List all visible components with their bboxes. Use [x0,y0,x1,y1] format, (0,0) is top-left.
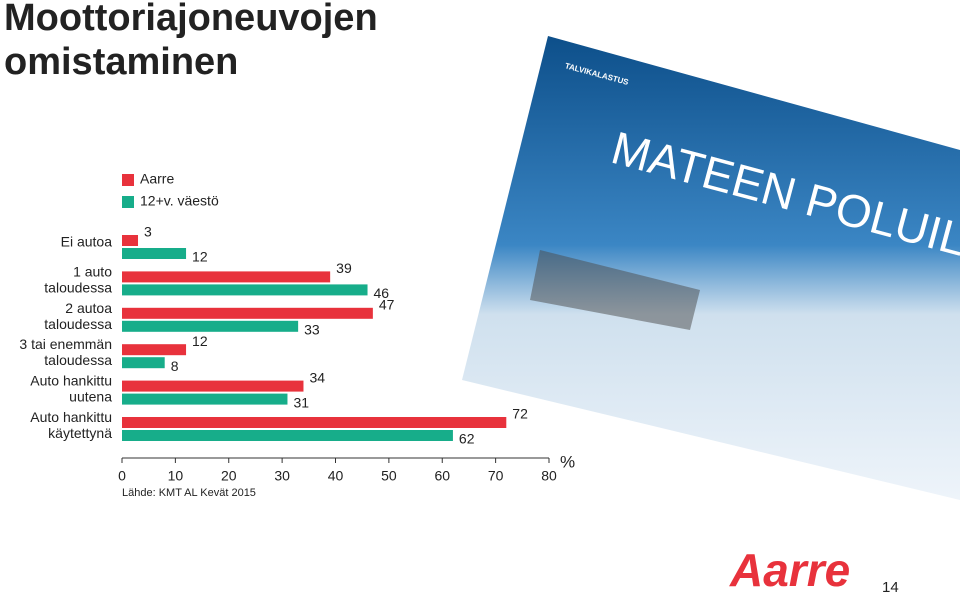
bar [122,320,299,332]
x-tick-label: 50 [381,468,397,484]
bar [122,417,507,428]
value-label: 46 [374,285,390,301]
category-label: Auto hankittu uutena [30,372,112,404]
bar [122,271,331,283]
chart: Aarre 12+v. väestö Ei autoa 3 12 1 auto taloud… [19,171,575,499]
legend-swatch [122,174,134,186]
x-tick-label: 40 [328,468,344,484]
bar [122,357,165,369]
x-tick-label: 0 [118,468,126,484]
legend-swatch [122,196,134,208]
category-label: 3 tai enemmän taloudessa [19,336,112,368]
value-label: 47 [379,297,395,313]
value-label: 62 [459,431,475,447]
legend-label: Aarre [140,171,174,187]
bar [122,344,187,356]
bar [122,284,368,296]
bar [122,393,288,405]
x-tick-label: 10 [168,468,184,484]
value-label: 12 [192,333,208,349]
category-label: Auto hankittu käytettynä [30,409,112,441]
value-label: 34 [309,369,325,385]
category-label: 1 auto taloudessa [44,263,112,295]
value-label: 8 [171,358,179,374]
bar [122,235,139,246]
magazine-image: TALVIKALASTUS MATEEN POLUIL [462,36,960,500]
x-axis-label: % [560,452,575,471]
x-tick-label: 20 [221,468,237,484]
value-label: 12 [192,249,208,265]
x-tick-label: 30 [274,468,290,484]
x-tick-label: 70 [488,468,504,484]
category-label: 2 autoa taloudessa [44,300,112,332]
bar [122,430,453,441]
legend-label: 12+v. väestö [140,193,219,209]
value-label: 31 [293,394,309,410]
bar [122,307,373,319]
x-tick-label: 60 [434,468,450,484]
source: Lähde: KMT AL Kevät 2015 [122,487,256,499]
value-label: 72 [512,406,528,422]
page-number: 14 [882,579,899,596]
logo: Aarre [729,544,850,596]
value-label: 39 [336,260,352,276]
bar [122,380,304,392]
x-tick-label: 80 [541,468,557,484]
bar [122,248,187,259]
sled [530,250,700,330]
category-label: Ei autoa [61,234,113,250]
magazine-spread [462,36,960,500]
slide-title: Moottoriajoneuvojen omistaminen [4,0,378,83]
value-label: 3 [144,224,152,240]
value-label: 33 [304,322,320,338]
